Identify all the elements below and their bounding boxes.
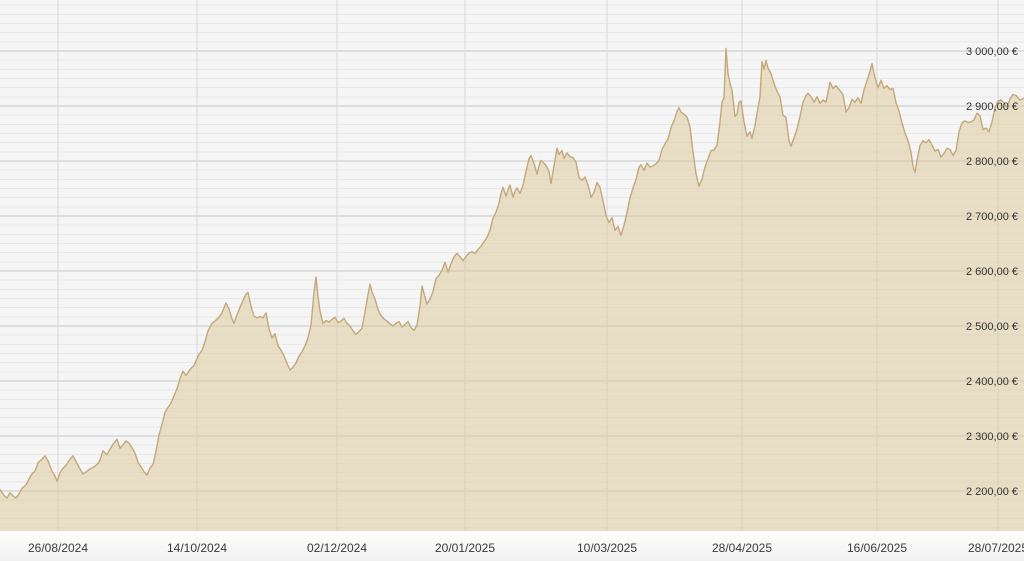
x-axis-label: 14/10/2024 xyxy=(167,541,227,555)
x-axis-label: 10/03/2025 xyxy=(577,541,637,555)
x-axis-label: 16/06/2025 xyxy=(847,541,907,555)
y-axis-label: 2 500,00 € xyxy=(966,321,1018,333)
x-axis-strip xyxy=(0,531,1024,561)
y-axis-label: 2 900,00 € xyxy=(966,101,1018,113)
y-axis-label: 2 600,00 € xyxy=(966,266,1018,278)
y-axis-label: 3 000,00 € xyxy=(966,46,1018,58)
x-axis-label: 28/04/2025 xyxy=(712,541,772,555)
y-axis-label: 2 200,00 € xyxy=(966,486,1018,498)
x-axis-label: 20/01/2025 xyxy=(435,541,495,555)
y-axis-label: 2 700,00 € xyxy=(966,211,1018,223)
price-area[interactable] xyxy=(0,48,1024,532)
price-line xyxy=(0,47,1024,499)
x-axis-label: 02/12/2024 xyxy=(307,541,367,555)
y-axis-label: 2 300,00 € xyxy=(966,431,1018,443)
y-axis-label: 2 800,00 € xyxy=(966,156,1018,168)
y-axis-label: 2 400,00 € xyxy=(966,376,1018,388)
x-axis-label: 26/08/2024 xyxy=(28,541,88,555)
x-axis-label: 28/07/2025 xyxy=(968,541,1024,555)
